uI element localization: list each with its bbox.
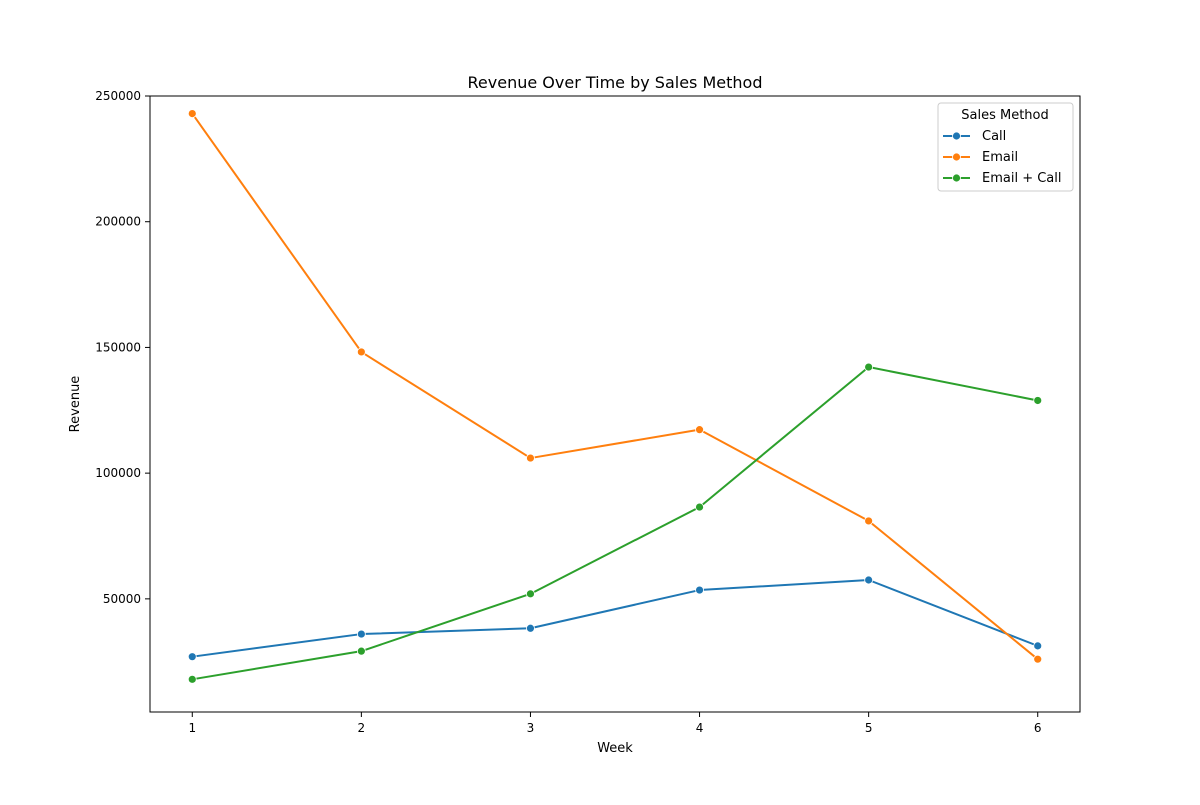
data-point-call xyxy=(695,585,704,595)
x-tick-label: 3 xyxy=(527,721,535,735)
legend-entries: Call Email Email + Call xyxy=(943,129,1062,186)
y-tick-label: 200000 xyxy=(95,215,141,229)
y-tick-label: 100000 xyxy=(95,466,141,480)
series-email xyxy=(187,109,1043,664)
legend-entry: Email xyxy=(943,150,1018,165)
data-point-email-call xyxy=(526,589,535,599)
legend-label: Call xyxy=(982,129,1006,144)
x-tick-label: 5 xyxy=(865,721,873,735)
legend-swatch-marker xyxy=(952,152,961,162)
x-tick-label: 4 xyxy=(696,721,704,735)
series-layer xyxy=(187,109,1043,684)
data-point-call xyxy=(864,575,874,585)
data-point-call xyxy=(187,652,197,662)
x-tick-label: 2 xyxy=(358,721,366,735)
x-tick-label: 6 xyxy=(1034,721,1042,735)
data-point-call xyxy=(356,629,366,639)
legend-title: Sales Method xyxy=(961,108,1049,123)
series-line-email-call xyxy=(192,366,1038,681)
data-point-email-call xyxy=(864,362,874,372)
data-point-email-call xyxy=(187,674,197,684)
y-axis-label: Revenue xyxy=(68,376,83,433)
chart-title: Revenue Over Time by Sales Method xyxy=(468,73,763,92)
legend-entry: Email + Call xyxy=(943,171,1062,186)
legend-entry: Call xyxy=(943,129,1006,144)
data-point-email-call xyxy=(695,502,704,512)
legend-label: Email xyxy=(982,150,1018,165)
x-axis-ticks: 1 2 3 4 5 6 xyxy=(188,712,1042,735)
series-line-call xyxy=(192,579,1039,658)
data-point-email xyxy=(864,516,874,526)
data-point-email xyxy=(356,347,366,357)
data-point-call xyxy=(526,623,535,633)
plot-frame xyxy=(149,95,1081,713)
data-point-email xyxy=(695,425,704,435)
legend-swatch-marker xyxy=(952,131,961,141)
legend-swatch-marker xyxy=(952,173,961,183)
y-tick-label: 50000 xyxy=(103,592,141,606)
data-point-email-call xyxy=(356,646,366,656)
data-point-call xyxy=(1033,641,1043,651)
series-line-email xyxy=(191,113,1039,660)
x-axis-label: Week xyxy=(597,741,633,756)
series-call xyxy=(187,575,1043,662)
legend: Sales Method Call Email Email + Call xyxy=(937,102,1074,192)
x-tick-label: 1 xyxy=(188,721,196,735)
y-tick-label: 150000 xyxy=(95,340,141,354)
y-tick-label: 250000 xyxy=(95,89,141,103)
legend-box xyxy=(937,102,1074,192)
data-point-email xyxy=(526,453,535,463)
data-point-email xyxy=(1033,654,1043,664)
data-point-email xyxy=(187,109,197,118)
y-axis-ticks: 50000 100000 150000 200000 250000 xyxy=(95,89,150,606)
series-email-call xyxy=(187,362,1043,684)
legend-label: Email + Call xyxy=(982,171,1062,186)
data-point-email-call xyxy=(1033,396,1043,405)
